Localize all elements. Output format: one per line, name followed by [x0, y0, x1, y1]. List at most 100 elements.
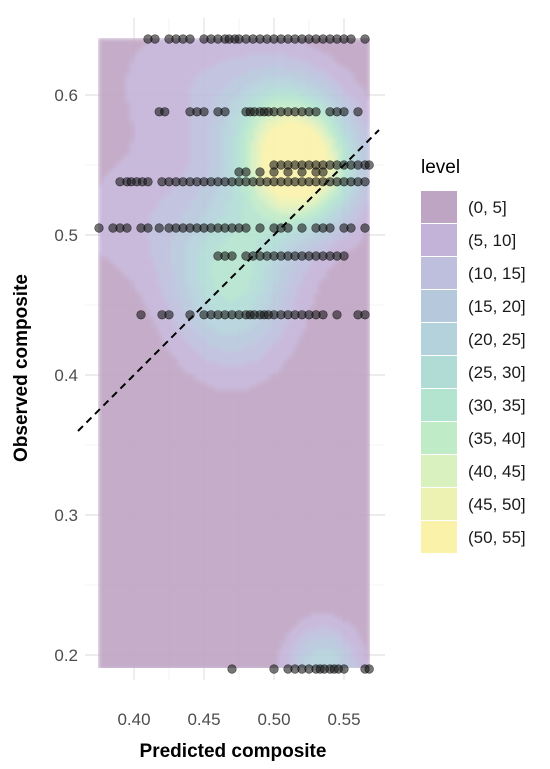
- density-cell: [270, 118, 275, 123]
- density-cell: [138, 138, 143, 143]
- density-cell: [198, 222, 203, 227]
- density-cell: [366, 186, 370, 191]
- density-cell: [278, 290, 283, 295]
- density-cell: [130, 194, 135, 199]
- density-cell: [118, 266, 123, 271]
- density-cell: [282, 186, 287, 191]
- density-cell: [162, 62, 167, 67]
- density-cell: [118, 262, 123, 267]
- density-cell: [98, 178, 103, 183]
- density-cell: [230, 262, 235, 267]
- density-cell: [366, 194, 370, 199]
- density-cell: [174, 190, 179, 195]
- density-cell: [250, 318, 255, 323]
- density-cell: [282, 54, 287, 59]
- density-cell: [354, 242, 359, 247]
- density-cell: [206, 130, 211, 135]
- density-cell: [138, 54, 143, 59]
- density-cell: [226, 222, 231, 227]
- density-cell: [106, 158, 111, 163]
- density-cell: [146, 302, 151, 307]
- density-cell: [250, 262, 255, 267]
- density-cell: [334, 302, 339, 307]
- density-cell: [138, 174, 143, 179]
- density-cell: [106, 134, 111, 139]
- density-cell: [142, 66, 147, 71]
- density-cell: [146, 46, 151, 51]
- density-cell: [286, 318, 291, 323]
- density-cell: [318, 282, 323, 287]
- density-cell: [246, 66, 251, 71]
- density-cell: [222, 174, 227, 179]
- density-cell: [302, 94, 307, 99]
- density-cell: [262, 162, 267, 167]
- density-cell: [182, 74, 187, 79]
- density-cell: [218, 142, 223, 147]
- density-cell: [98, 330, 103, 335]
- density-cell: [354, 318, 359, 323]
- density-cell: [282, 118, 287, 123]
- density-cell: [114, 62, 119, 67]
- density-cell: [166, 278, 171, 283]
- density-cell: [250, 186, 255, 191]
- density-cell: [258, 150, 263, 155]
- density-cell: [234, 250, 239, 255]
- density-cell: [366, 250, 370, 255]
- density-cell: [118, 146, 123, 151]
- density-cell: [190, 282, 195, 287]
- density-cell: [102, 294, 107, 299]
- density-cell: [106, 102, 111, 107]
- density-cell: [238, 258, 243, 263]
- density-cell: [278, 214, 283, 219]
- density-cell: [134, 174, 139, 179]
- density-cell: [122, 190, 127, 195]
- density-cell: [262, 214, 267, 219]
- density-cell: [110, 98, 115, 103]
- density-cell: [278, 174, 283, 179]
- density-cell: [326, 66, 331, 71]
- density-cell: [346, 154, 351, 159]
- density-cell: [134, 58, 139, 63]
- density-cell: [258, 290, 263, 295]
- density-cell: [130, 110, 135, 115]
- density-cell: [330, 102, 335, 107]
- density-cell: [350, 238, 355, 243]
- density-cell: [350, 290, 355, 295]
- density-cell: [334, 278, 339, 283]
- density-cell: [198, 118, 203, 123]
- density-cell: [138, 162, 143, 167]
- density-cell: [350, 106, 355, 111]
- density-cell: [162, 46, 167, 51]
- density-cell: [366, 218, 370, 223]
- density-cell: [222, 318, 227, 323]
- density-cell: [194, 154, 199, 159]
- density-cell: [214, 42, 219, 47]
- density-cell: [282, 98, 287, 103]
- density-cell: [254, 234, 259, 239]
- density-cell: [162, 298, 167, 303]
- density-cell: [358, 198, 363, 203]
- density-cell: [286, 278, 291, 283]
- density-cell: [278, 138, 283, 143]
- density-cell: [114, 202, 119, 207]
- density-cell: [162, 266, 167, 271]
- density-cell: [230, 118, 235, 123]
- density-cell: [146, 118, 151, 123]
- density-cell: [338, 318, 343, 323]
- density-cell: [330, 322, 335, 327]
- density-cell: [318, 286, 323, 291]
- density-cell: [218, 130, 223, 135]
- density-cell: [198, 298, 203, 303]
- density-cell: [138, 126, 143, 131]
- density-cell: [342, 66, 347, 71]
- density-cell: [350, 86, 355, 91]
- density-cell: [210, 266, 215, 271]
- density-cell: [118, 90, 123, 95]
- density-cell: [262, 138, 267, 143]
- density-cell: [170, 150, 175, 155]
- density-cell: [326, 130, 331, 135]
- density-cell: [118, 38, 123, 43]
- density-cell: [186, 46, 191, 51]
- density-cell: [138, 322, 143, 327]
- density-cell: [254, 206, 259, 211]
